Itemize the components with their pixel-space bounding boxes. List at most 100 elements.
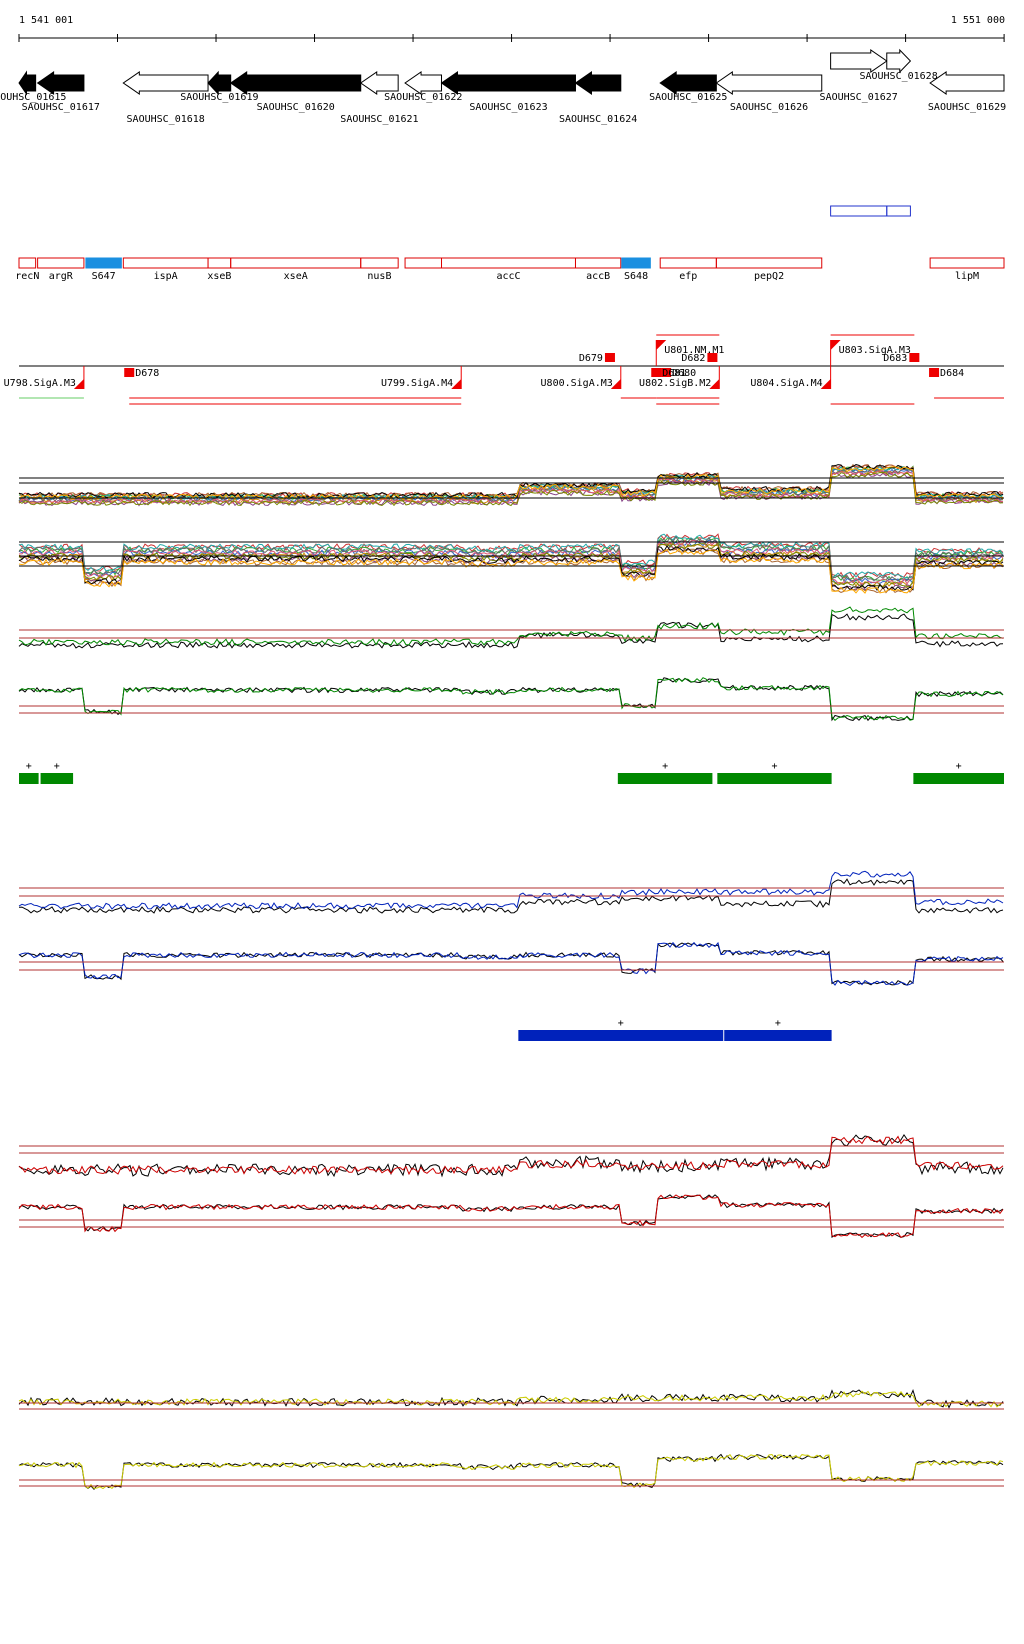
gene-label: SAOUHSC_01626 (730, 102, 808, 113)
operon-box (886, 205, 911, 217)
profile-trace (18, 942, 1004, 986)
gene-arrow (36, 71, 85, 95)
terminator-label: D684 (940, 368, 964, 379)
terminator-box (124, 368, 135, 377)
gene-label: SAOUHSC_01622 (384, 92, 462, 103)
feature-label: nusB (367, 271, 391, 282)
cds-box (230, 257, 362, 269)
profile-trace (18, 533, 1004, 579)
cds-box (207, 257, 232, 269)
feature-label: accC (496, 271, 520, 282)
feature-label: pepQ2 (754, 271, 784, 282)
gene-label: SAOUHSC_01629 (928, 102, 1006, 113)
gene-arrow (830, 49, 888, 73)
feature-label: argR (49, 271, 74, 282)
segment-strand-mark: + (956, 761, 962, 772)
terminator-box (909, 353, 920, 362)
terminator-box (604, 353, 615, 362)
promoter-label: U800.SigA.M3 (541, 378, 613, 389)
promoter-flag (73, 379, 84, 389)
cds-box (574, 257, 622, 269)
profile-trace (18, 1135, 1004, 1176)
segment-strand-mark: + (662, 761, 668, 772)
feature-label: xseA (284, 271, 308, 282)
terminator-label: D680 (672, 368, 696, 379)
cds-box (122, 257, 209, 269)
cds-box (360, 257, 399, 269)
profile-trace (18, 536, 1004, 583)
gene-label: SAOUHSC_01618 (127, 114, 205, 125)
promoter-label: U801.NM.M1 (664, 345, 724, 356)
cds-box (404, 257, 443, 269)
terminator-label: D679 (579, 353, 603, 364)
gene-arrow (18, 70, 37, 96)
gene-arrow (359, 71, 399, 95)
gene-label: SAOUHSC_01619 (180, 92, 258, 103)
terminator-label: D683 (883, 353, 907, 364)
profile-trace (18, 613, 1004, 649)
gene-arrow (440, 71, 576, 95)
promoter-label: U798.SigA.M3 (4, 378, 76, 389)
segment-strand-mark: + (775, 1018, 781, 1029)
gene-arrow (207, 70, 232, 96)
cds-box (929, 257, 1005, 269)
profile-trace (18, 1194, 1004, 1238)
gene-label: SAOUHSC_01623 (469, 102, 547, 113)
profile-trace (18, 606, 1004, 646)
segment-box-green (19, 773, 39, 784)
cds-box (441, 257, 576, 269)
feature-label: ispA (154, 271, 178, 282)
terminator-box (661, 368, 672, 377)
gene-arrow (122, 71, 209, 95)
segment-box-blue (518, 1030, 724, 1041)
terminator-box (707, 353, 718, 362)
profile-trace (18, 878, 1004, 914)
promoter-label: U799.SigA.M4 (381, 378, 453, 389)
profile-trace (18, 471, 1004, 507)
terminator-label: D682 (681, 353, 705, 364)
segment-box-green (913, 773, 1004, 784)
gene-arrow (229, 71, 362, 95)
profile-trace (18, 1453, 1004, 1490)
profile-trace (18, 467, 1004, 503)
operon-box (830, 205, 888, 217)
segment-strand-mark: + (771, 761, 777, 772)
feature-label: accB (586, 271, 610, 282)
gene-label: SAOUHSC_01615 (0, 92, 66, 103)
segment-box-blue (724, 1030, 832, 1041)
segment-tracks: + + + + + + + (19, 761, 1004, 1041)
terminator-box (929, 368, 940, 377)
gene-label: SAOUHSC_01617 (22, 102, 100, 113)
feature-label: lipM (955, 271, 979, 282)
feature-label: xseB (207, 271, 231, 282)
gene-arrow (659, 71, 717, 95)
profile-trace (18, 870, 1004, 910)
feature-label: efp (679, 271, 697, 282)
segment-box-green (717, 773, 832, 784)
promoter-flag (709, 379, 720, 389)
gene-label: SAOUHSC_01628 (859, 71, 937, 82)
cds-box (715, 257, 823, 269)
segment-strand-mark: + (26, 761, 32, 772)
ruler-start-label: 1 541 001 (19, 15, 73, 26)
gene-track: SAOUHSC_01615 SAOUHSC_01619 SAOUHSC_01622 S… (0, 48, 1006, 125)
profile-trace (18, 464, 1004, 499)
gene-arrow (929, 71, 1005, 95)
operon-box-track (830, 205, 911, 217)
terminator-box (651, 368, 662, 377)
cds-box (18, 257, 37, 269)
profile-trace (18, 677, 1004, 722)
gene-arrow (715, 71, 823, 95)
feature-label: S648 (624, 271, 648, 282)
feature-track: recN argR S647 ispA xseB xseA nusB accC accB S648… (15, 257, 1005, 282)
gene-label: SAOUHSC_01620 (257, 102, 335, 113)
promoter-label: U804.SigA.M4 (750, 378, 822, 389)
segment-box-green (617, 773, 713, 784)
srna-box (621, 257, 651, 269)
profile-trace (18, 545, 1004, 591)
cds-box (37, 257, 85, 269)
feature-label: recN (15, 271, 39, 282)
profile-trace (18, 1453, 1004, 1490)
